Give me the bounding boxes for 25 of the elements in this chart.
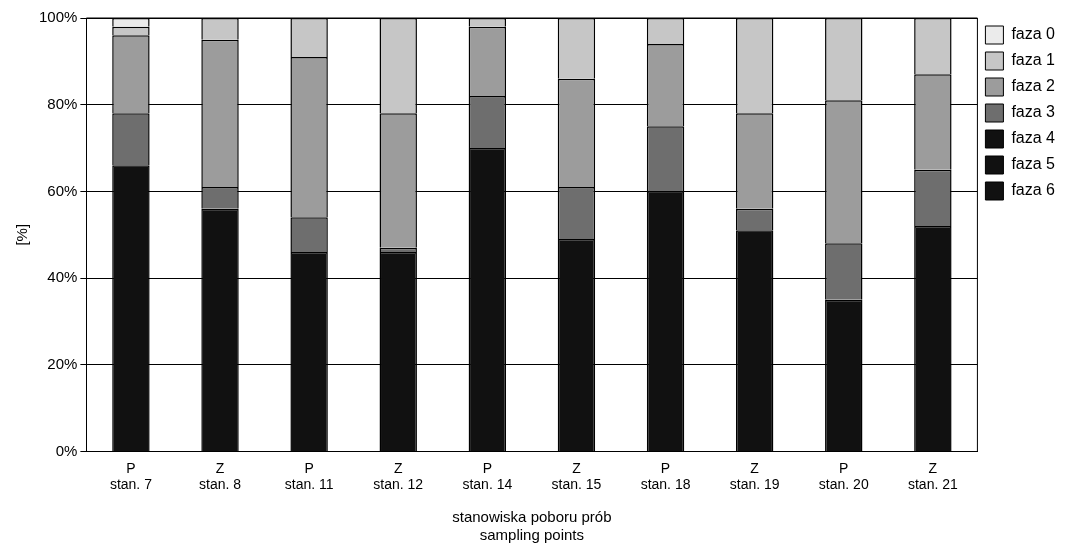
y-tick-label: 40% bbox=[47, 268, 78, 286]
legend-label: faza 2 bbox=[1011, 77, 1056, 95]
x-tick-label: Z stan. 15 bbox=[551, 459, 602, 493]
y-axis-title: [%] bbox=[13, 223, 31, 246]
x-tick-label: P stan. 18 bbox=[640, 459, 691, 493]
legend-label: faza 0 bbox=[1011, 25, 1056, 43]
x-tick-label: Z stan. 12 bbox=[373, 459, 424, 493]
y-tick-label: 0% bbox=[55, 441, 78, 459]
x-tick-label: P stan. 20 bbox=[818, 459, 869, 493]
legend-label: faza 1 bbox=[1011, 51, 1056, 69]
x-axis-title: stanowiska poboru prób sampling points bbox=[452, 508, 612, 544]
legend-label: faza 3 bbox=[1011, 103, 1056, 121]
x-tick-label: P stan. 7 bbox=[109, 459, 153, 493]
y-tick-label: 100% bbox=[38, 8, 78, 26]
x-tick-label: P stan. 14 bbox=[462, 459, 513, 493]
legend-label: faza 4 bbox=[1011, 129, 1056, 147]
y-tick-label: 20% bbox=[47, 354, 78, 372]
legend-label: faza 5 bbox=[1011, 155, 1056, 173]
x-tick-label: Z stan. 8 bbox=[199, 459, 242, 493]
y-tick-label: 80% bbox=[47, 94, 78, 112]
x-tick-label: Z stan. 21 bbox=[907, 459, 958, 493]
y-tick-label: 60% bbox=[47, 181, 78, 199]
x-tick-label: P stan. 11 bbox=[284, 459, 334, 493]
x-tick-label: Z stan. 19 bbox=[729, 459, 780, 493]
legend-label: faza 6 bbox=[1011, 181, 1056, 199]
